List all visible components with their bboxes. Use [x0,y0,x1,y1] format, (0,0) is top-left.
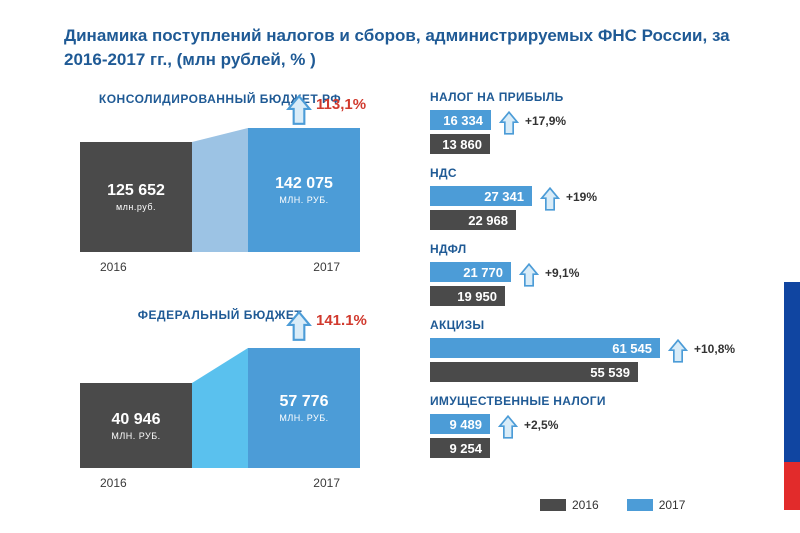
up-arrow-icon [519,262,539,293]
up-arrow-icon [498,414,518,445]
growth-percent: +2,5% [524,418,558,432]
hbar-2017: 61 545 [430,338,660,358]
growth-percent: 141.1% [316,312,367,329]
hbar-2017: 16 334 [430,110,491,130]
year-axis: 20162017 [80,260,360,274]
group-title: НДС [430,166,755,180]
bar-2017: 57 776 МЛН. РУБ. [248,348,360,468]
hbar-2016: 55 539 [430,362,638,382]
hbar-2017: 27 341 [430,186,532,206]
hbar-2016: 19 950 [430,286,505,306]
legend-2016: 2016 [540,498,599,512]
up-arrow-icon [499,110,519,141]
growth-percent: +9,1% [545,266,579,280]
hbar-2016: 22 968 [430,210,516,230]
group-title: НАЛОГ НА ПРИБЫЛЬ [430,90,755,104]
flag-stripe-1 [784,462,800,510]
group-title: НДФЛ [430,242,755,256]
tax-group-2: НДФЛ 21 770 19 950 +9,1% [430,242,755,306]
group-title: ИМУЩЕСТВЕННЫЕ НАЛОГИ [430,394,755,408]
right-bar-groups: НАЛОГ НА ПРИБЫЛЬ 16 334 13 860 +17,9% НД… [430,90,755,470]
growth-percent: 113,1% [316,96,366,113]
legend-2017: 2017 [627,498,686,512]
hbar-2016: 9 254 [430,438,490,458]
hbar-2017: 21 770 [430,262,511,282]
year-axis: 20162017 [80,476,360,490]
tax-group-1: НДС 27 341 22 968 +19% [430,166,755,230]
growth-percent: +17,9% [525,114,566,128]
hbar-2016: 13 860 [430,134,490,154]
up-arrow-icon [540,186,560,217]
legend: 2016 2017 [540,498,685,512]
tax-group-4: ИМУЩЕСТВЕННЫЕ НАЛОГИ 9 489 9 254 +2,5% [430,394,755,458]
budget-chart-0: КОНСОЛИДИРОВАННЫЙ БЮДЖЕТ РФ 113,1% 125 6… [80,92,360,274]
hbar-2017: 9 489 [430,414,490,434]
growth-percent: +10,8% [694,342,735,356]
tax-group-0: НАЛОГ НА ПРИБЫЛЬ 16 334 13 860 +17,9% [430,90,755,154]
flag-stripe-0 [784,282,800,462]
growth-percent: +19% [566,190,597,204]
up-arrow-icon [668,338,688,369]
bar-2016: 40 946 МЛН. РУБ. [80,383,192,468]
bar-2016: 125 652 млн.руб. [80,142,192,252]
budget-chart-1: ФЕДЕРАЛЬНЫЙ БЮДЖЕТ 141.1% 40 946 МЛН. РУ… [80,308,360,490]
bar-2017: 142 075 МЛН. РУБ. [248,128,360,252]
group-title: АКЦИЗЫ [430,318,755,332]
page-title: Динамика поступлений налогов и сборов, а… [64,24,744,72]
tax-group-3: АКЦИЗЫ 61 545 55 539 +10,8% [430,318,755,382]
